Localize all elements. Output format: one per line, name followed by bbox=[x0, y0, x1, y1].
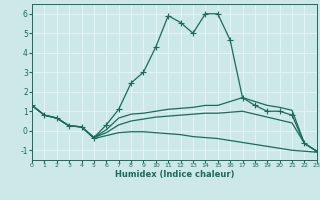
X-axis label: Humidex (Indice chaleur): Humidex (Indice chaleur) bbox=[115, 170, 234, 179]
